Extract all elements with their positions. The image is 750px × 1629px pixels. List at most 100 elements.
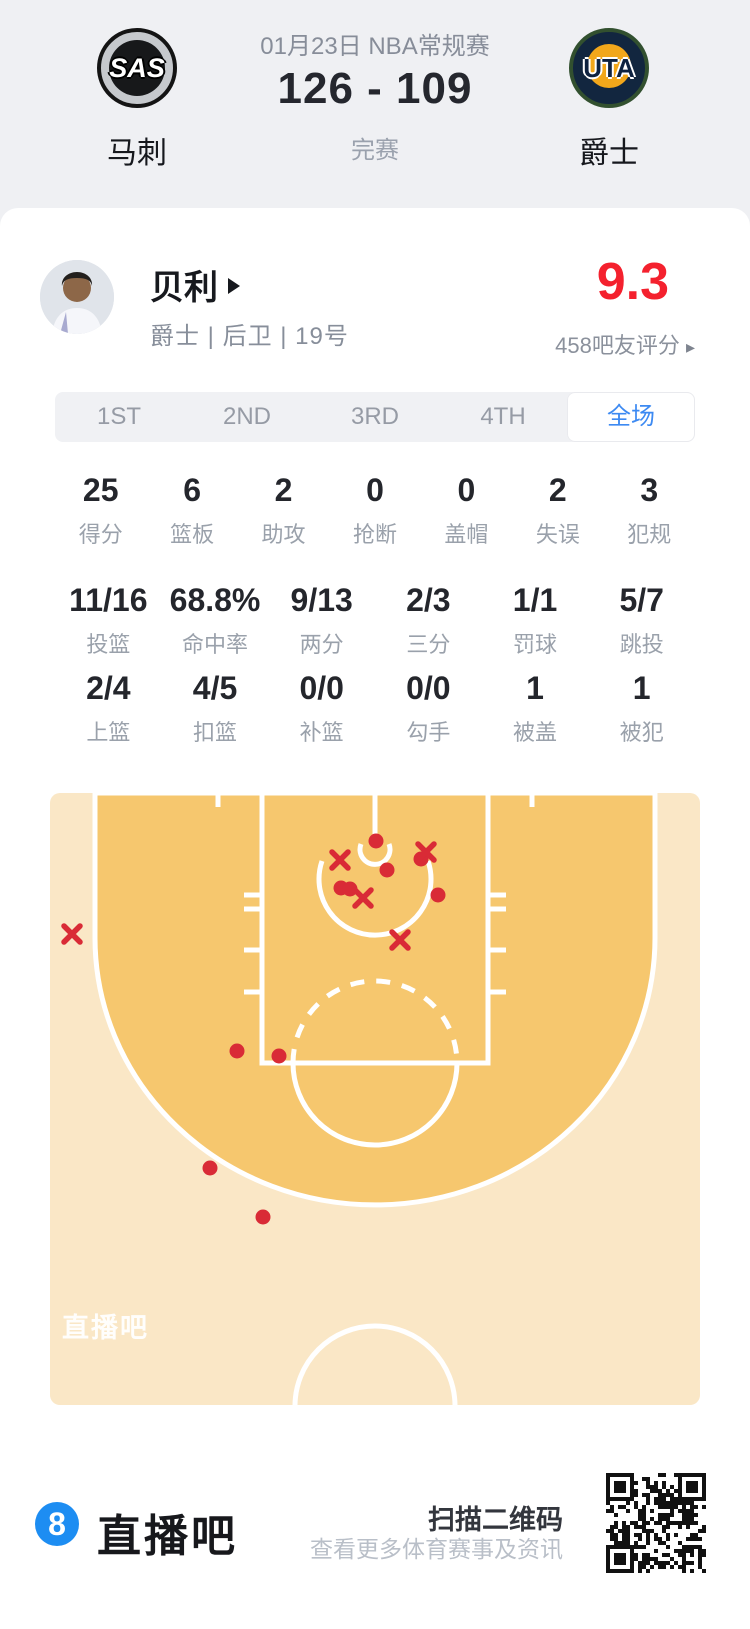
player-avatar[interactable] bbox=[40, 260, 114, 334]
tab-全场[interactable]: 全场 bbox=[567, 392, 695, 442]
stat-value: 25 bbox=[82, 472, 119, 508]
court-watermark: 直播吧 bbox=[62, 1313, 149, 1343]
zhibo8-logo-icon[interactable]: 8 bbox=[35, 1502, 79, 1546]
home-team-name: 马刺 bbox=[107, 137, 167, 170]
lane-key bbox=[259, 793, 491, 1066]
tab-2nd[interactable]: 2ND bbox=[222, 403, 271, 430]
stat-cell: 2 失误 bbox=[512, 472, 603, 549]
player-name: 贝利 bbox=[150, 269, 218, 307]
missed-shot-x bbox=[352, 887, 374, 909]
stat-value: 5/7 bbox=[619, 582, 664, 618]
made-shot-dot bbox=[430, 887, 446, 903]
shot-markers bbox=[61, 833, 446, 1225]
made-shot-dot bbox=[229, 1043, 245, 1059]
home-team-abbr: SAS bbox=[109, 52, 165, 83]
tab-4th[interactable]: 4TH bbox=[480, 403, 526, 430]
stat-label: 盖帽 bbox=[444, 522, 489, 547]
quarter-tabs: 1ST 2ND 3RD 4TH 全场 bbox=[55, 392, 695, 442]
player-photo-icon bbox=[40, 260, 114, 334]
player-name-row[interactable]: 贝利 bbox=[150, 260, 240, 309]
stat-value: 11/16 bbox=[69, 582, 148, 618]
qr-code bbox=[598, 1465, 714, 1581]
stat-label: 失误 bbox=[535, 522, 580, 547]
stat-value: 1 bbox=[632, 670, 651, 706]
stats-row-basic: 25 得分 6 篮板 2 助攻 0 抢断 0 盖帽 2 失误 3 犯规 bbox=[55, 472, 695, 549]
rating-note-link[interactable]: 458吧友评分 ▸ bbox=[395, 328, 695, 360]
away-team-name: 爵士 bbox=[579, 137, 639, 170]
stat-label: 被犯 bbox=[619, 720, 664, 745]
stat-cell: 1 被犯 bbox=[588, 670, 695, 747]
shot-chart bbox=[50, 793, 700, 1405]
stat-value: 0 bbox=[366, 472, 384, 508]
stat-value: 2/4 bbox=[86, 670, 131, 706]
stat-cell: 2/3 三分 bbox=[375, 582, 482, 659]
stat-cell: 2/4 上篮 bbox=[55, 670, 162, 747]
footer-brand: 直播吧 bbox=[97, 1512, 238, 1561]
stat-label: 命中率 bbox=[182, 632, 249, 657]
missed-shot-x bbox=[389, 929, 411, 951]
stat-cell: 0 盖帽 bbox=[421, 472, 512, 549]
play-arrow-icon bbox=[228, 278, 240, 294]
free-throw-circle-dashed bbox=[290, 978, 460, 1064]
stat-value: 3 bbox=[640, 472, 659, 508]
stat-cell: 1/1 罚球 bbox=[482, 582, 589, 659]
stat-cell: 9/13 两分 bbox=[268, 582, 375, 659]
stats-row-shot-types: 2/4 上篮 4/5 扣篮 0/0 补篮 0/0 勾手 1 被盖 1 被犯 bbox=[55, 670, 695, 747]
stat-label: 罚球 bbox=[513, 632, 558, 657]
center-circle bbox=[292, 1323, 458, 1405]
match-score: 126 - 109 bbox=[277, 64, 473, 113]
stat-label: 被盖 bbox=[513, 720, 558, 745]
stat-value: 2 bbox=[274, 472, 293, 508]
stat-value: 1/1 bbox=[512, 582, 558, 618]
stat-label: 补篮 bbox=[299, 720, 344, 745]
stat-label: 篮板 bbox=[170, 522, 215, 547]
tab-3rd[interactable]: 3RD bbox=[350, 403, 399, 430]
missed-shot-x bbox=[329, 849, 351, 871]
stat-value: 6 bbox=[183, 472, 202, 508]
stat-label: 扣篮 bbox=[193, 720, 238, 745]
made-shot-dot bbox=[368, 833, 384, 849]
halfcourt-diagram bbox=[50, 793, 700, 1405]
stat-label: 抢断 bbox=[352, 522, 397, 547]
stat-value: 0/0 bbox=[299, 670, 344, 706]
missed-shot-x bbox=[415, 841, 437, 863]
made-shot-dot bbox=[255, 1209, 271, 1225]
free-throw-circle-solid bbox=[290, 1062, 460, 1148]
stat-label: 跳投 bbox=[619, 632, 664, 657]
stat-label: 犯规 bbox=[627, 522, 672, 547]
match-date-title: 01月23日 NBA常规赛 bbox=[260, 33, 490, 60]
stat-label: 上篮 bbox=[86, 720, 131, 745]
stat-value: 68.8% bbox=[169, 582, 261, 618]
stats-row-shooting: 11/16 投篮 68.8% 命中率 9/13 两分 2/3 三分 1/1 罚球 5/7 跳投 bbox=[55, 582, 695, 659]
player-meta: 爵士 | 后卫 | 19号 bbox=[150, 323, 349, 350]
stat-value: 9/13 bbox=[290, 582, 353, 618]
away-team-logo[interactable]: UTA bbox=[569, 28, 649, 108]
stat-value: 1 bbox=[526, 670, 544, 706]
lane-hash-marks bbox=[215, 793, 535, 995]
stat-label: 得分 bbox=[78, 522, 123, 547]
stat-cell: 3 犯规 bbox=[604, 472, 695, 549]
stat-cell: 25 得分 bbox=[55, 472, 146, 549]
stat-cell: 0 抢断 bbox=[329, 472, 420, 549]
stat-cell: 0/0 勾手 bbox=[375, 670, 482, 747]
home-team-logo[interactable]: SAS bbox=[97, 28, 177, 108]
stat-cell: 1 被盖 bbox=[482, 670, 589, 747]
tab-1st[interactable]: 1ST bbox=[96, 403, 141, 430]
stat-value: 2 bbox=[548, 472, 567, 508]
made-shot-dot bbox=[342, 881, 358, 897]
stat-label: 三分 bbox=[406, 632, 451, 657]
uta-logo-icon bbox=[587, 44, 631, 88]
stat-label: 两分 bbox=[299, 632, 344, 657]
match-status: 完赛 bbox=[351, 137, 399, 164]
stat-cell: 2 助攻 bbox=[238, 472, 329, 549]
chevron-right-icon: ▸ bbox=[685, 337, 695, 357]
rating-note-text: 458吧友评分 bbox=[555, 333, 680, 358]
stat-value: 2/3 bbox=[406, 582, 451, 618]
stat-cell: 5/7 跳投 bbox=[588, 582, 695, 659]
restricted-arc bbox=[316, 860, 434, 938]
stat-cell: 68.8% 命中率 bbox=[162, 582, 269, 659]
stat-label: 勾手 bbox=[406, 720, 451, 745]
stat-value: 4/5 bbox=[192, 670, 238, 706]
stat-cell: 11/16 投篮 bbox=[55, 582, 162, 659]
stat-cell: 0/0 补篮 bbox=[268, 670, 375, 747]
